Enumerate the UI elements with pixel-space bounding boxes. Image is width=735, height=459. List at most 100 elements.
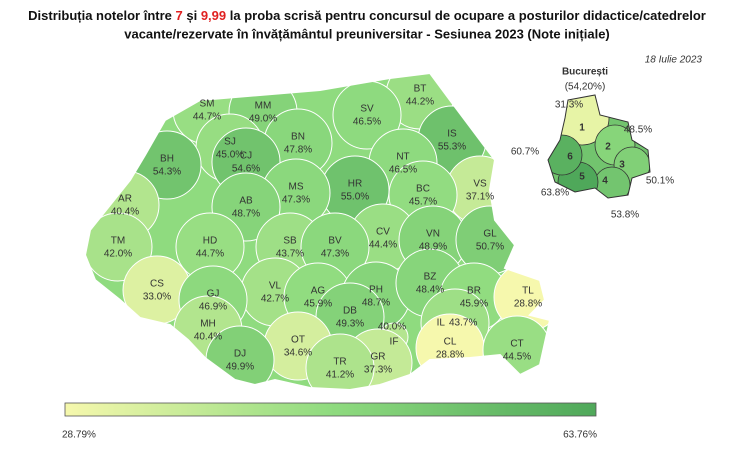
bucharest-name: București (562, 67, 608, 78)
county (305, 333, 375, 390)
county-code: SM (200, 99, 215, 110)
county-value: 47.3% (282, 195, 310, 206)
county-code: HD (203, 236, 217, 247)
county-code: IL (437, 318, 446, 329)
county-code: MM (255, 101, 272, 112)
county-code: IS (447, 129, 457, 140)
sector-number: 3 (619, 160, 625, 171)
county-code: BC (416, 184, 430, 195)
county-code: AG (311, 286, 326, 297)
county-code: VL (269, 281, 282, 292)
county-value: 44.7% (196, 249, 224, 260)
date: 18 Iulie 2023 (645, 55, 703, 66)
title-part: Distribuția notelor între (28, 8, 175, 23)
county-code: TM (111, 236, 125, 247)
county-code: GL (483, 229, 497, 240)
sector-value: 63.8% (541, 188, 569, 199)
title-part: 9,99 (201, 8, 226, 23)
county-labels: SM 44.7% MM 49.0% BT 44.2% SV 46.5% IS 55.3% BN 47.… (104, 84, 542, 381)
sector-number: 2 (605, 142, 611, 153)
sector-value: 60.7% (511, 147, 539, 158)
county-code: NT (396, 152, 409, 163)
county-value: 47.8% (284, 145, 312, 156)
title-line-1: Distribuția notelor între 7 și 9,99 la p… (28, 8, 706, 23)
sector-number: 4 (602, 176, 608, 187)
county-value: 40.0% (378, 322, 406, 333)
county-code: AB (239, 196, 253, 207)
legend-max: 63.76% (563, 430, 597, 441)
bucharest-outline (547, 94, 651, 199)
county-value: 43.7% (276, 249, 304, 260)
county-code: BZ (424, 272, 437, 283)
county-value: 46.9% (199, 302, 227, 313)
county-value: 54.3% (153, 167, 181, 178)
sector-value: 48.5% (624, 125, 652, 136)
title-part: la proba scrisă pentru concursul de ocup… (226, 8, 706, 23)
county-value: 54.6% (232, 164, 260, 175)
county-value: 40.4% (111, 207, 139, 218)
county-code: MS (289, 182, 304, 193)
county-value: 37.1% (466, 192, 494, 203)
county-value: 49.0% (249, 114, 277, 125)
county-code: PH (369, 285, 383, 296)
county-code: HR (348, 179, 362, 190)
county-code: BN (291, 132, 305, 143)
county-code: BR (467, 286, 481, 297)
county-value: 46.5% (353, 117, 381, 128)
county-code: VS (473, 179, 487, 190)
bucharest-value: (54,20%) (565, 82, 606, 93)
county-value: 28.8% (436, 350, 464, 361)
county-value: 46.5% (389, 165, 417, 176)
county-value: 45.0% (216, 150, 244, 161)
county-value: 48.4% (416, 285, 444, 296)
county-code: DB (343, 306, 357, 317)
county-code: CJ (240, 151, 252, 162)
county-value: 44.5% (503, 352, 531, 363)
county-value: 55.3% (438, 142, 466, 153)
county-value: 45.9% (460, 299, 488, 310)
sector-value: 31.3% (555, 100, 583, 111)
county-code: DJ (234, 349, 246, 360)
county-value: 47.3% (321, 249, 349, 260)
county-code: CS (150, 279, 164, 290)
county-code: BT (414, 84, 427, 95)
county-value: 44.2% (406, 97, 434, 108)
sector-number: 1 (579, 123, 585, 134)
county-code: GR (371, 352, 386, 363)
county-value: 45.7% (409, 197, 437, 208)
county-code: SV (360, 104, 374, 115)
county-value: 48.7% (362, 298, 390, 309)
county-value: 45.9% (304, 299, 332, 310)
county-value: 49.3% (336, 319, 364, 330)
county-value: 41.2% (326, 370, 354, 381)
legend-min: 28.79% (62, 430, 96, 441)
county-code: IF (390, 337, 399, 348)
county-code: BV (328, 236, 342, 247)
sector-number: 5 (579, 172, 585, 183)
sector-number: 6 (567, 152, 573, 163)
county-code: SB (283, 236, 297, 247)
county-code: MH (200, 319, 216, 330)
county-value: 48.9% (419, 242, 447, 253)
sector-value: 53.8% (611, 210, 639, 221)
county-code: BH (160, 154, 174, 165)
county-code: VN (426, 229, 440, 240)
county-code: SJ (224, 137, 236, 148)
county-value: 44.4% (369, 240, 397, 251)
county-value: 43.7% (449, 318, 477, 329)
county-value: 37.3% (364, 365, 392, 376)
sector (548, 134, 583, 176)
county-value: 40.4% (194, 332, 222, 343)
color-bar (64, 402, 597, 417)
county-code: TL (522, 286, 534, 297)
county-value: 55.0% (341, 192, 369, 203)
county-value: 34.6% (284, 348, 312, 359)
county-value: 44.7% (193, 112, 221, 123)
county-value: 42.7% (261, 294, 289, 305)
county-code: OT (291, 335, 305, 346)
county-value: 48.7% (232, 209, 260, 220)
county-value: 33.0% (143, 292, 171, 303)
county-code: CT (510, 339, 523, 350)
title-part: 7 (176, 8, 183, 23)
